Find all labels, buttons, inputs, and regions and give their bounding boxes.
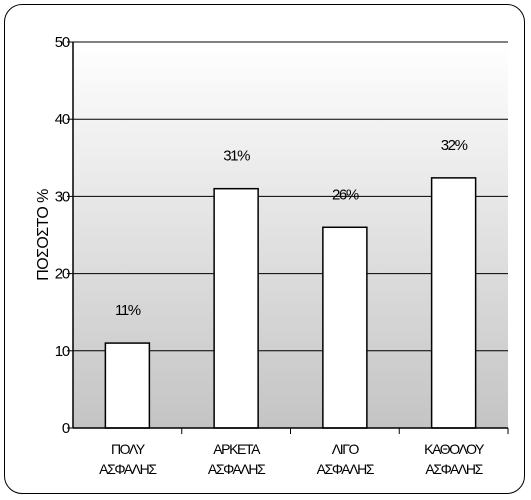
x-tick-label: ΑΣΦΑΛΗΣ xyxy=(425,461,483,477)
y-tick-label: 10 xyxy=(55,343,70,360)
data-label: 11% xyxy=(115,302,141,319)
bar xyxy=(213,187,259,429)
x-tick-label: ΑΡΚΕΤΑ xyxy=(213,441,261,457)
x-tick-label: ΑΣΦΑΛΗΣ xyxy=(317,461,375,477)
data-label: 26% xyxy=(332,186,359,203)
x-tick-label: ΛΙΓΟ xyxy=(332,441,360,457)
axes xyxy=(67,41,509,434)
y-tick-label: 30 xyxy=(55,188,70,205)
data-label: 31% xyxy=(223,148,250,165)
bar xyxy=(322,226,368,429)
y-tick-label: 20 xyxy=(55,266,70,283)
bar xyxy=(430,177,477,429)
y-tick-label: 50 xyxy=(55,34,70,51)
y-axis-title: ΠΟΣΟΣΤΟ % xyxy=(35,189,52,281)
bars xyxy=(104,177,477,429)
y-tick-label: 40 xyxy=(55,111,70,128)
x-tick-label: ΠΟΛΥ xyxy=(111,441,146,457)
bar xyxy=(104,342,151,429)
labels: 0 10 20 30 40 50 11% ΠΟΛΥ ΑΣΦΑΛΗΣ 31% ΑΡΚΕΤΑ ΑΣΦΑΛΗ… xyxy=(55,34,487,477)
data-label: 32% xyxy=(441,137,468,154)
x-tick-label: ΚΑΘΟΛΟΥ xyxy=(424,441,485,457)
x-tick-label: ΑΣΦΑΛΗΣ xyxy=(208,461,266,477)
y-tick-label: 0 xyxy=(62,420,70,437)
x-tick-label: ΑΣΦΑΛΗΣ xyxy=(99,461,157,477)
